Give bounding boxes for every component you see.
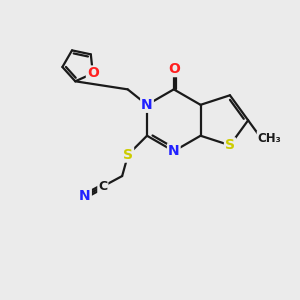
Text: CH₃: CH₃ xyxy=(258,132,281,145)
Text: C: C xyxy=(98,180,107,193)
Text: O: O xyxy=(87,67,99,80)
Text: N: N xyxy=(168,144,180,158)
Text: S: S xyxy=(225,138,235,152)
Text: S: S xyxy=(123,148,133,162)
Text: N: N xyxy=(79,189,91,203)
Text: O: O xyxy=(168,62,180,76)
Text: N: N xyxy=(141,98,153,112)
